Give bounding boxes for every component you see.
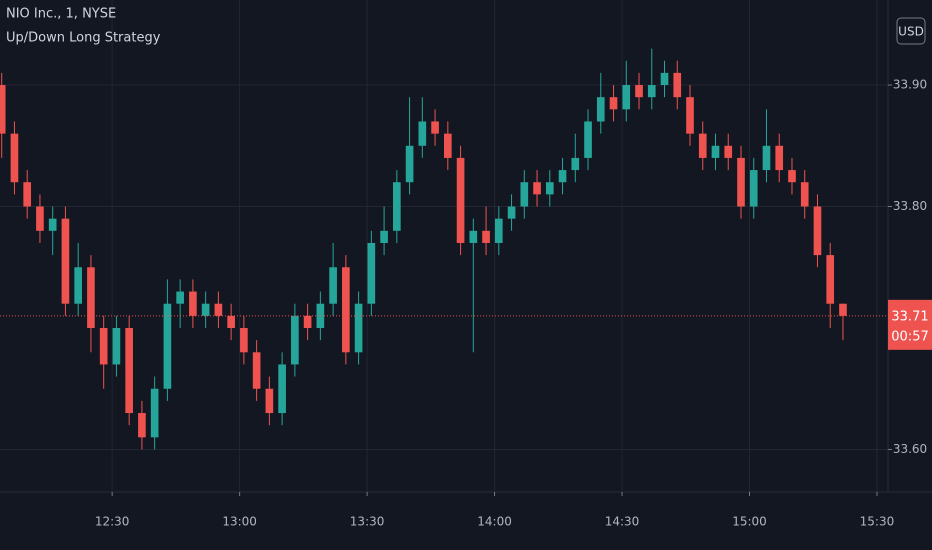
x-tick-label: 13:30 (350, 515, 385, 529)
candle-body (724, 145, 733, 158)
candle-body (673, 72, 682, 98)
candle-body (775, 145, 784, 171)
candle-body (635, 85, 643, 98)
candle-body (227, 315, 235, 328)
candle-body (622, 85, 631, 110)
candle-body (150, 388, 159, 438)
candle-body (545, 182, 554, 195)
candle-body (584, 121, 592, 158)
x-tick-label: 15:30 (860, 515, 895, 529)
x-tick-label: 15:00 (732, 515, 767, 529)
candle-body (380, 230, 388, 243)
candle-body (316, 303, 325, 328)
candle-body (176, 291, 184, 304)
x-tick-label: 13:00 (222, 515, 257, 529)
candle-body (61, 218, 70, 304)
candle-body (520, 182, 529, 207)
y-tick-label: 33.80 (893, 199, 927, 213)
plot-area (0, 0, 888, 492)
candle-body (686, 97, 694, 134)
candle-body (99, 328, 108, 365)
candle-body (201, 303, 210, 316)
candle-body (444, 133, 452, 158)
last-price-badge (888, 299, 932, 350)
candle-body (112, 328, 121, 365)
candle-body (354, 303, 363, 353)
candle-body (762, 145, 771, 171)
candle-body (507, 206, 516, 219)
last-price-label: 33.71 (891, 309, 928, 324)
currency-label: USD (898, 25, 924, 39)
candle-body (800, 182, 809, 207)
x-tick-label: 12:30 (95, 515, 130, 529)
candle-body (87, 267, 95, 328)
candle-body (431, 121, 439, 134)
candle-body (342, 267, 350, 353)
candle-body (303, 315, 312, 328)
candle-body (826, 255, 835, 304)
candle-body (698, 133, 707, 158)
candle-body (609, 97, 618, 110)
candle-body (558, 170, 567, 183)
candle-body (405, 145, 414, 183)
candle-body (189, 291, 197, 316)
currency-button[interactable] (896, 17, 926, 45)
candle-body (711, 145, 720, 158)
candle-body (533, 182, 541, 195)
candle-body (737, 157, 745, 207)
candle-body (482, 230, 490, 243)
y-tick-label: 33.60 (893, 442, 927, 456)
candle-body (813, 206, 822, 256)
x-tick-label: 14:00 (477, 515, 512, 529)
candle-body (418, 121, 427, 146)
candle-body (48, 218, 57, 231)
candle-body (278, 364, 286, 414)
candle-body (660, 72, 669, 86)
candle-body (647, 85, 656, 98)
candle-body (571, 157, 580, 171)
candle-body (291, 315, 299, 365)
candle-body (469, 230, 478, 243)
chart-title: NIO Inc., 1, NYSE (6, 7, 116, 22)
candle-body (240, 328, 248, 353)
indicator-name: Up/Down Long Strategy (6, 31, 161, 46)
candle-body (10, 133, 19, 183)
x-tick-label: 14:30 (605, 515, 640, 529)
candle-body (252, 352, 261, 389)
candle-body (265, 388, 274, 414)
candle-body (138, 413, 146, 438)
candle-body (596, 97, 605, 122)
candle-body (23, 182, 32, 207)
y-tick-label: 33.90 (893, 78, 927, 92)
candle-body (839, 303, 847, 316)
candle-body (0, 85, 6, 134)
candle-body (214, 303, 223, 316)
candle-body (367, 242, 376, 304)
candle-body (393, 182, 401, 231)
candle-body (125, 328, 133, 414)
candle-body (494, 218, 503, 243)
candle-body (456, 157, 465, 243)
candle-body (329, 267, 337, 304)
candle-body (749, 170, 758, 207)
candle-body (163, 303, 172, 389)
candle-body (788, 170, 796, 183)
candle-body (74, 267, 83, 304)
candle-body (36, 206, 44, 231)
countdown-label: 00:57 (891, 329, 928, 344)
